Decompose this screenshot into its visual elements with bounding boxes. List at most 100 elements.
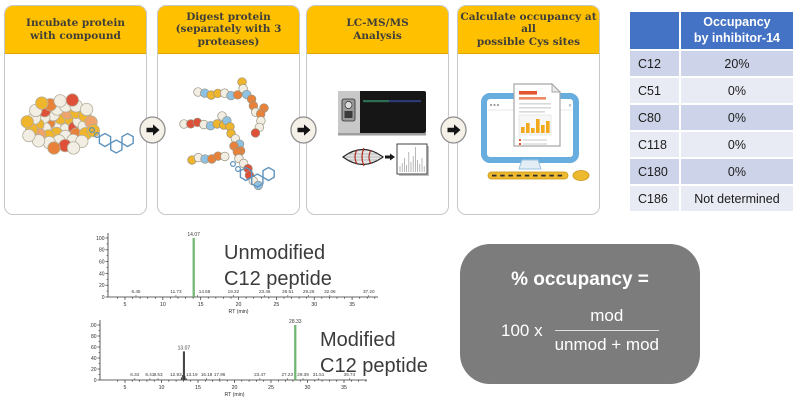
unmodified-chromatogram-chart: 0 20 40 60 80 100 5 10 15 20 25 30 35 RT (min) 6.45 11.… xyxy=(96,232,378,315)
occupancy-value-cell: 0% xyxy=(680,132,793,158)
mass-spectrometer-illustration xyxy=(338,91,429,176)
svg-text:6.45: 6.45 xyxy=(131,289,140,294)
svg-text:35: 35 xyxy=(341,385,347,391)
inhibitor-compound-icon xyxy=(230,161,275,188)
occupancy-row: C80 0% xyxy=(630,105,793,131)
bullet-lines-icon xyxy=(519,139,547,145)
svg-text:0: 0 xyxy=(94,378,97,384)
unmodified-chart-title: Unmodified C12 peptide xyxy=(224,242,332,290)
occupancy-row: C186 Not determined xyxy=(630,186,793,212)
svg-text:20: 20 xyxy=(232,385,238,391)
inhibitor-compound-icon xyxy=(89,127,134,154)
step-title-lcms: LC-MS/MS Analysis xyxy=(307,6,448,54)
step-title-digest: Digest protein (separately with 3 protea… xyxy=(158,6,299,54)
svg-text:27.23: 27.23 xyxy=(282,372,294,377)
cys-site-cell: C180 xyxy=(630,159,679,185)
svg-text:13.19: 13.19 xyxy=(186,372,198,377)
svg-text:35.74: 35.74 xyxy=(344,372,356,377)
formula-fraction: mod unmod + mod xyxy=(554,306,660,355)
occupancy-row: C118 0% xyxy=(630,132,793,158)
svg-text:80: 80 xyxy=(99,248,105,254)
svg-text:20: 20 xyxy=(99,283,105,289)
svg-text:35: 35 xyxy=(349,302,355,308)
formula-expression: 100 x mod unmod + mod xyxy=(460,306,700,355)
svg-text:13.07: 13.07 xyxy=(178,345,191,351)
cys-site-cell: C118 xyxy=(630,132,679,158)
occupancy-row: C51 0% xyxy=(630,78,793,104)
svg-text:23.46: 23.46 xyxy=(259,289,271,294)
svg-text:14.07: 14.07 xyxy=(187,232,200,238)
computer-analysis-illustration: × xyxy=(481,82,590,181)
occupancy-value-cell: 0% xyxy=(680,159,793,185)
cys-site-cell: C12 xyxy=(630,51,679,77)
step-title-incubate: Incubate protein with compound xyxy=(5,6,146,54)
svg-text:100: 100 xyxy=(90,323,97,329)
unmodified-chromatogram-panel: 0 20 40 60 80 100 5 10 15 20 25 30 35 RT (min) 6.45 11.… xyxy=(95,226,380,319)
svg-text:28.33: 28.33 xyxy=(289,319,302,325)
table-header-row: Occupancy by inhibitor-14 xyxy=(630,12,793,50)
svg-text:29.26: 29.26 xyxy=(303,289,315,294)
svg-text:0: 0 xyxy=(102,295,105,301)
svg-text:37.20: 37.20 xyxy=(363,289,375,294)
svg-text:31.51: 31.51 xyxy=(313,372,325,377)
svg-text:100: 100 xyxy=(96,236,105,242)
svg-text:9.53: 9.53 xyxy=(154,372,163,377)
cys-site-cell: C186 xyxy=(630,186,679,212)
svg-text:RT (min): RT (min) xyxy=(225,392,245,398)
keyboard-icon xyxy=(492,174,563,177)
modified-chromatogram-chart: 0 20 40 60 80 100 5 10 15 20 25 30 35 RT (min) 6.34 8.4… xyxy=(88,319,367,398)
workflow-step-incubate: Incubate protein with compound xyxy=(4,5,147,215)
svg-text:20: 20 xyxy=(236,302,242,308)
flow-arrow-icon xyxy=(290,116,317,144)
svg-text:19.32: 19.32 xyxy=(228,289,240,294)
occupancy-table: Occupancy by inhibitor-14 C12 20% C51 0% C80… xyxy=(628,10,795,213)
svg-text:80: 80 xyxy=(91,334,97,340)
svg-text:30: 30 xyxy=(305,385,311,391)
occupancy-column-header: Occupancy by inhibitor-14 xyxy=(680,12,793,50)
occupancy-row: C180 0% xyxy=(630,159,793,185)
svg-text:10: 10 xyxy=(159,385,165,391)
formula-title: % occupancy = xyxy=(511,269,649,290)
step-body-incubate xyxy=(5,54,146,214)
svg-text:25: 25 xyxy=(268,385,274,391)
svg-text:10: 10 xyxy=(160,302,166,308)
svg-text:×: × xyxy=(568,104,572,110)
step-body-lcms xyxy=(307,54,448,214)
occupancy-row: C12 20% xyxy=(630,51,793,77)
step-body-calculate: × xyxy=(458,54,599,214)
svg-text:29.39: 29.39 xyxy=(297,372,309,377)
svg-text:15: 15 xyxy=(195,385,201,391)
formula-numerator: mod xyxy=(554,306,660,331)
svg-text:8.41: 8.41 xyxy=(145,372,154,377)
svg-text:5: 5 xyxy=(124,302,127,308)
workflow-step-digest: Digest protein (separately with 3 protea… xyxy=(157,5,300,215)
mass-spectrum-icon xyxy=(399,147,425,172)
occupancy-value-cell: 20% xyxy=(680,51,793,77)
svg-text:26.51: 26.51 xyxy=(282,289,294,294)
svg-text:60: 60 xyxy=(99,260,105,266)
occupancy-value-cell: 0% xyxy=(680,105,793,131)
protein-with-compound-illustration xyxy=(20,93,134,155)
svg-text:30: 30 xyxy=(311,302,317,308)
svg-text:6.34: 6.34 xyxy=(130,372,139,377)
step-title-calculate: Calculate occupancy at all possible Cys … xyxy=(458,6,599,54)
occupancy-value-cell: 0% xyxy=(680,78,793,104)
site-column-header xyxy=(630,12,679,50)
svg-text:12.93: 12.93 xyxy=(170,372,182,377)
svg-text:14.58: 14.58 xyxy=(199,289,211,294)
svg-text:11.73: 11.73 xyxy=(170,289,182,294)
svg-text:25: 25 xyxy=(274,302,280,308)
svg-text:RT (min): RT (min) xyxy=(229,309,249,314)
flow-arrow-icon xyxy=(139,116,166,144)
svg-text:17.96: 17.96 xyxy=(214,372,226,377)
svg-text:23.47: 23.47 xyxy=(254,372,266,377)
cys-site-cell: C80 xyxy=(630,105,679,131)
bar-chart-icon xyxy=(521,119,550,133)
formula-prefix: 100 x xyxy=(500,320,543,340)
modified-chart-title: Modified C12 peptide xyxy=(320,329,428,377)
svg-text:32.06: 32.06 xyxy=(324,289,336,294)
svg-text:15: 15 xyxy=(198,302,204,308)
step-body-digest xyxy=(158,54,299,214)
svg-text:40: 40 xyxy=(99,271,105,277)
mouse-icon xyxy=(572,170,590,181)
